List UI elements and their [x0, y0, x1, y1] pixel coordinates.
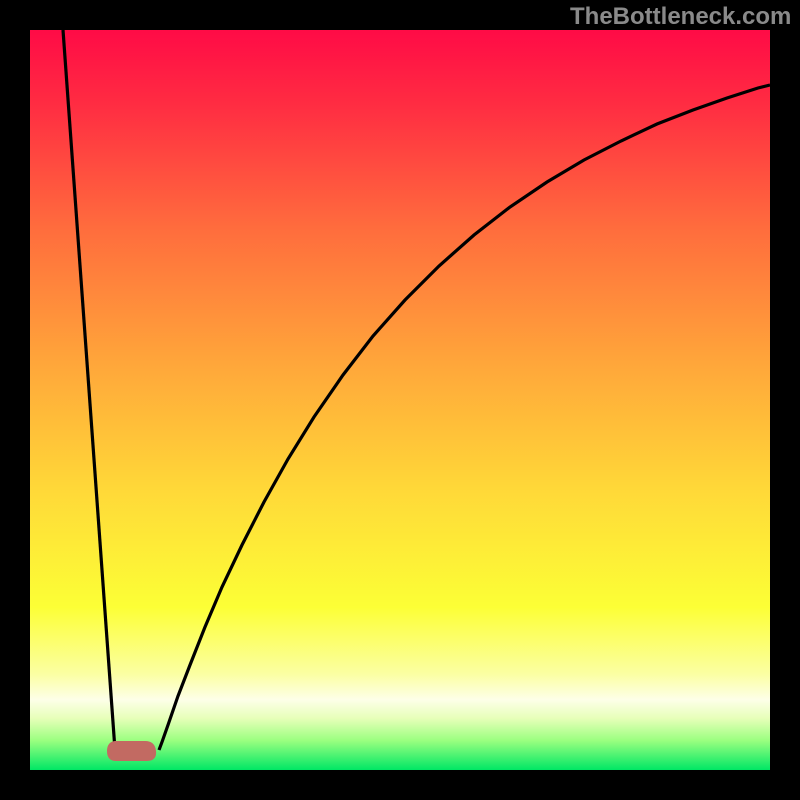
gradient-background: [30, 30, 770, 770]
watermark-text: TheBottleneck.com: [570, 3, 791, 31]
plot-svg: [0, 0, 800, 800]
valley-marker: [108, 742, 155, 760]
chart-container: TheBottleneck.com: [0, 0, 800, 800]
